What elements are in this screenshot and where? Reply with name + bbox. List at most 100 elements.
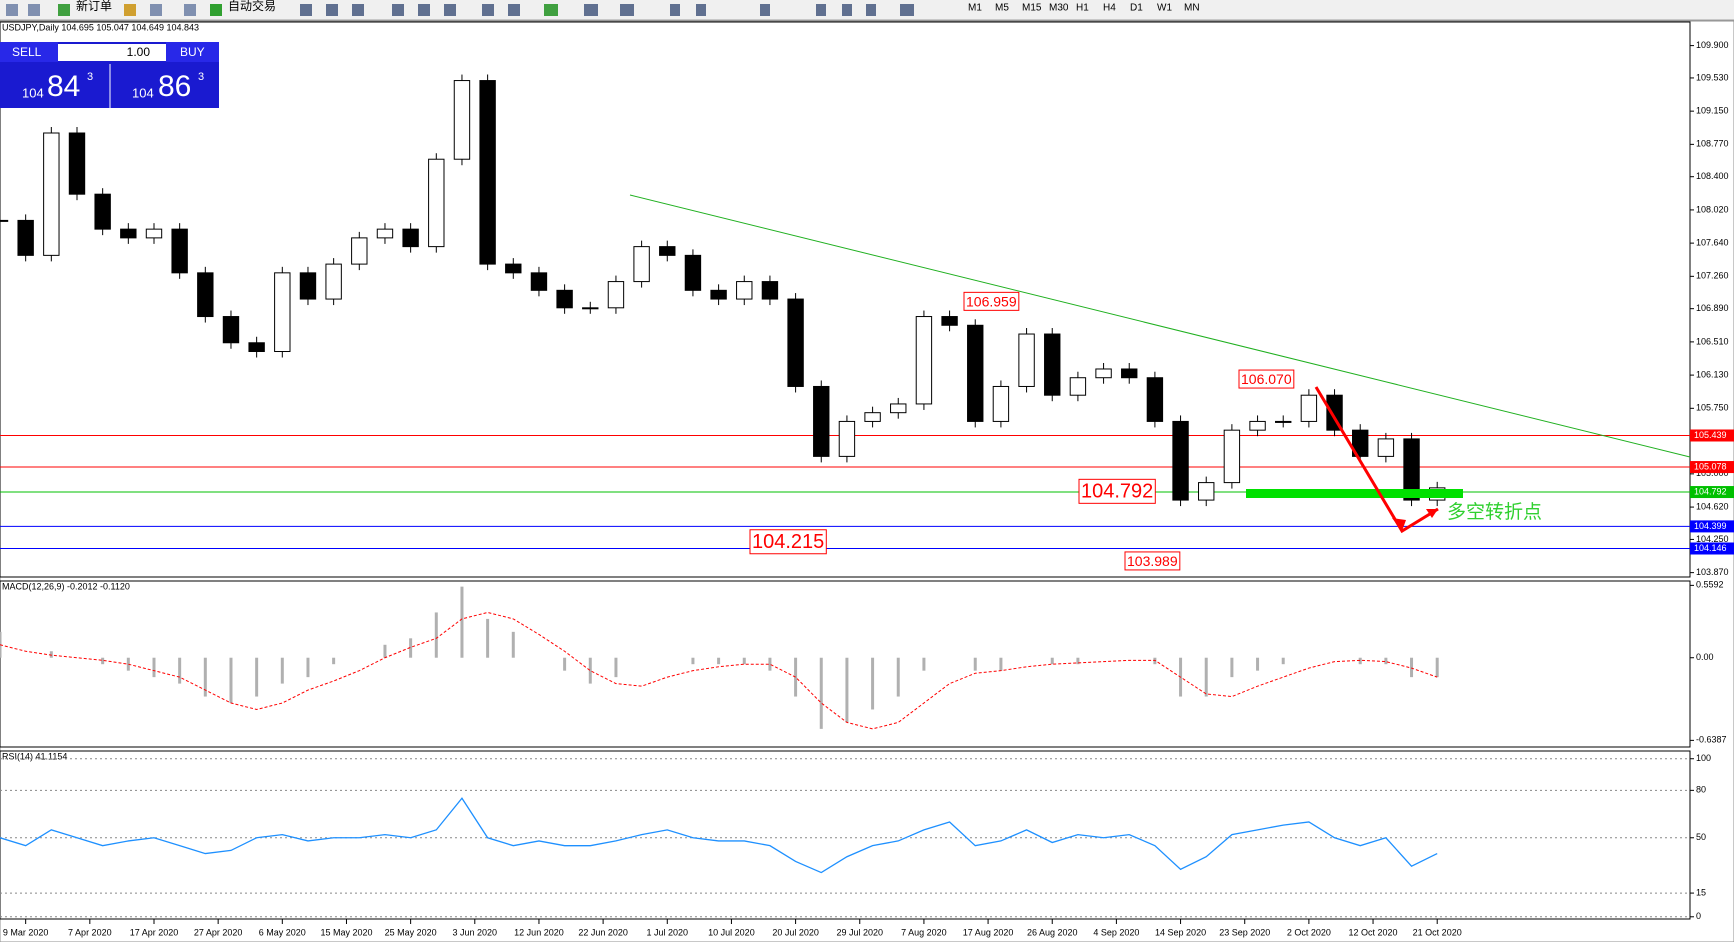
candle xyxy=(1403,438,1420,501)
y-tick-label: 106.510 xyxy=(1696,336,1729,346)
candle xyxy=(248,342,265,353)
x-tick-label: 14 Sep 2020 xyxy=(1155,927,1206,937)
candle xyxy=(530,272,548,291)
timeframe-button[interactable]: MN xyxy=(1184,3,1200,14)
buy-button[interactable] xyxy=(166,42,219,62)
sell-button[interactable] xyxy=(0,42,58,62)
sell-label[interactable]: SELL xyxy=(12,45,42,59)
candle xyxy=(864,412,881,422)
candle xyxy=(1352,429,1369,457)
y-tick-label: 109.530 xyxy=(1696,72,1729,82)
candle xyxy=(1377,438,1395,457)
timeframe-button[interactable]: H1 xyxy=(1076,3,1089,14)
level-tag xyxy=(1690,461,1734,474)
y-tick-label: 0 xyxy=(1696,911,1701,921)
annotation-box xyxy=(749,529,827,555)
timeframe-button[interactable]: W1 xyxy=(1157,3,1172,14)
x-tick-label: 20 Jul 2020 xyxy=(772,927,819,937)
candle xyxy=(1326,394,1343,431)
pane-title: USDJPY,Daily 104.695 105.047 104.649 104… xyxy=(2,22,199,32)
candle xyxy=(1044,333,1061,396)
level-tag xyxy=(1690,520,1734,533)
x-tick-label: 7 Aug 2020 xyxy=(901,927,947,937)
timeframe-button[interactable]: M30 xyxy=(1049,3,1069,14)
annotation: 103.989 xyxy=(1127,553,1178,569)
auto-trade-button[interactable]: 自动交易 xyxy=(228,0,276,13)
x-tick-label: 1 Jul 2020 xyxy=(647,927,689,937)
y-tick-label: 109.900 xyxy=(1696,40,1729,50)
buy-label[interactable]: BUY xyxy=(180,45,205,59)
timeframe-button[interactable]: M15 xyxy=(1022,3,1042,14)
y-tick-label: 80 xyxy=(1696,785,1706,795)
timeframe-button[interactable]: M1 xyxy=(968,3,982,14)
x-tick-label: 10 Jul 2020 xyxy=(708,927,755,937)
y-tick-label: 109.150 xyxy=(1696,106,1729,116)
x-tick-label: 22 Jun 2020 xyxy=(578,927,628,937)
ask-main: 86 xyxy=(158,70,191,103)
level-label: 104.146 xyxy=(1694,543,1727,553)
candle xyxy=(68,132,86,195)
candle xyxy=(274,272,291,353)
y-tick-label: 107.640 xyxy=(1696,238,1729,248)
candle xyxy=(633,246,650,283)
candle xyxy=(915,316,933,405)
signal-line xyxy=(0,611,1438,730)
candle xyxy=(325,263,342,300)
ask-small: 3 xyxy=(198,71,204,83)
timeframe-button[interactable]: M5 xyxy=(995,3,1009,14)
x-tick-label: 23 Sep 2020 xyxy=(1219,927,1270,937)
x-tick-label: 29 Jul 2020 xyxy=(836,927,883,937)
new-order-button[interactable]: 新订单 xyxy=(76,0,112,13)
bid-main: 84 xyxy=(47,70,80,103)
candle xyxy=(1121,368,1138,379)
y-tick-label: 0.00 xyxy=(1696,652,1714,662)
y-tick-label: 50 xyxy=(1696,832,1706,842)
y-tick-label: 105.000 xyxy=(1696,468,1729,478)
annotation: 106.070 xyxy=(1241,371,1292,387)
candle xyxy=(1198,482,1215,501)
candle xyxy=(582,307,599,310)
trade-panel: SELL 1.00 BUY 104 84 3 104 86 3 xyxy=(0,42,219,108)
x-tick-label: 25 May 2020 xyxy=(385,927,437,937)
level-label: 104.399 xyxy=(1694,521,1727,531)
candle xyxy=(1223,429,1241,484)
pane-frame xyxy=(0,580,1691,748)
candle xyxy=(145,228,163,239)
timeframe-button[interactable]: D1 xyxy=(1130,3,1143,14)
y-tick-label: 103.870 xyxy=(1696,567,1729,577)
candle xyxy=(838,420,856,457)
candle xyxy=(197,272,214,318)
x-tick-label: 21 Oct 2020 xyxy=(1413,927,1462,937)
pane-frame xyxy=(0,750,1691,920)
x-tick-label: 6 May 2020 xyxy=(259,927,306,937)
candle xyxy=(1249,420,1266,431)
level-tag xyxy=(1690,486,1734,499)
level-label: 105.078 xyxy=(1694,461,1727,471)
candle xyxy=(17,219,34,256)
pane-frame xyxy=(0,21,1691,578)
y-tick-label: 108.770 xyxy=(1696,139,1729,149)
annotation: 104.792 xyxy=(1081,480,1153,502)
candle xyxy=(710,289,727,300)
x-tick-label: 7 Apr 2020 xyxy=(68,927,112,937)
x-tick-label: 4 Sep 2020 xyxy=(1093,927,1139,937)
x-tick-label: 26 Aug 2020 xyxy=(1027,927,1078,937)
annotation-note: 多空转折点 xyxy=(1447,501,1542,523)
annotation: 104.215 xyxy=(752,531,824,553)
candle xyxy=(453,80,471,160)
candle xyxy=(941,316,958,326)
x-tick-label: 2 Oct 2020 xyxy=(1287,927,1331,937)
timeframe-button[interactable]: H4 xyxy=(1103,3,1116,14)
candle xyxy=(556,289,573,309)
level-label: 104.792 xyxy=(1694,486,1727,496)
y-tick-label: 104.250 xyxy=(1696,534,1729,544)
y-tick-label: 107.260 xyxy=(1696,271,1729,281)
candle xyxy=(684,254,702,291)
y-tick-label: 106.890 xyxy=(1696,303,1729,313)
x-tick-label: 9 Mar 2020 xyxy=(3,927,49,937)
lot-size[interactable]: 1.00 xyxy=(127,45,151,59)
candle xyxy=(222,316,240,344)
x-tick-label: 17 Aug 2020 xyxy=(963,927,1014,937)
